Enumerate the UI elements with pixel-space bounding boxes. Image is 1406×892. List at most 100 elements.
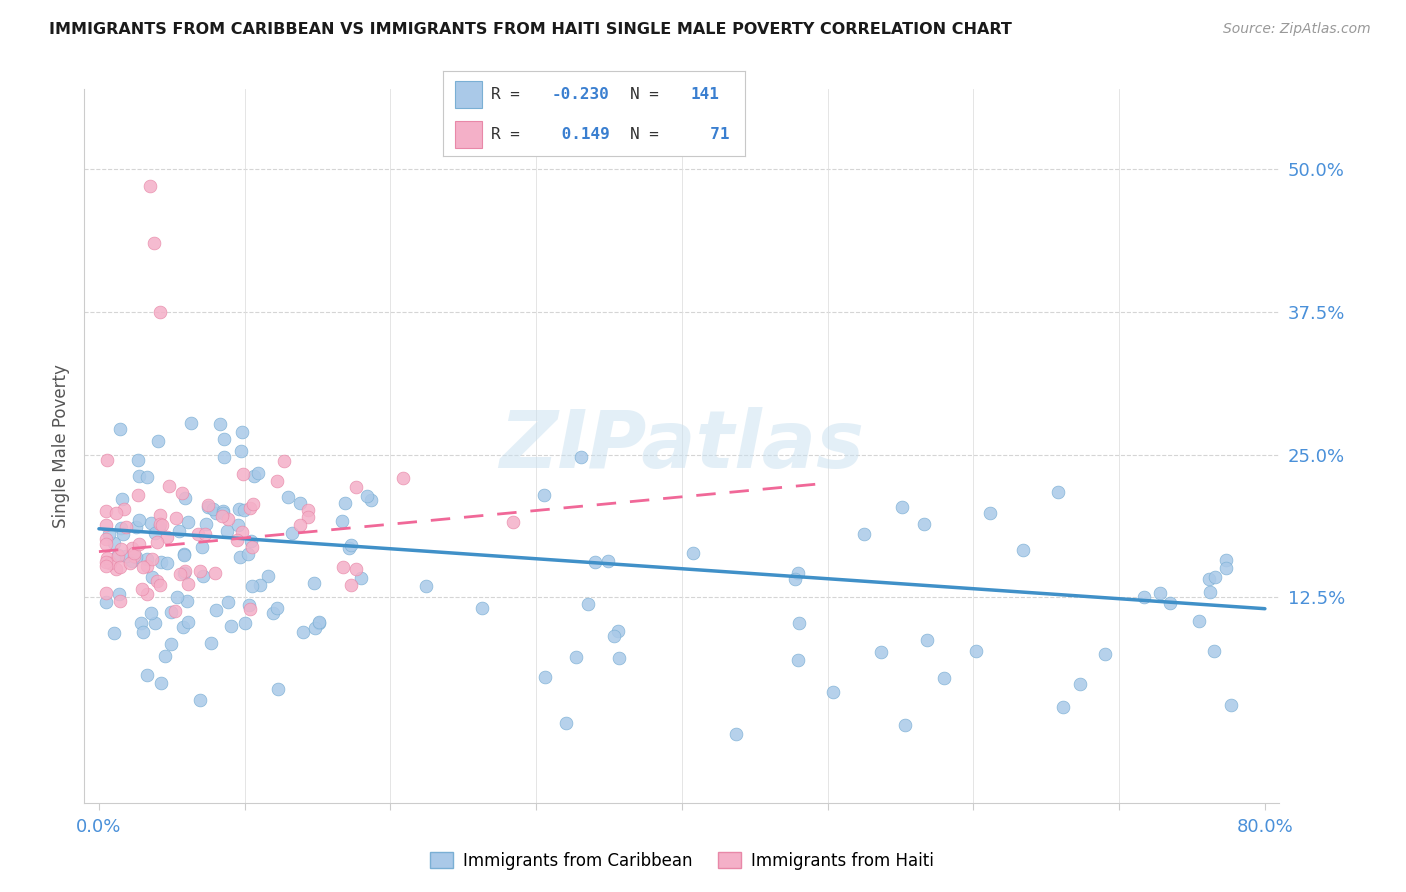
Point <box>217 512 239 526</box>
Point <box>1052 699 1074 714</box>
Point <box>1219 698 1241 713</box>
Point <box>240 534 263 549</box>
Point <box>232 467 254 481</box>
Point <box>96 537 118 551</box>
Point <box>195 517 218 532</box>
Point <box>1133 591 1156 605</box>
Point <box>173 549 195 563</box>
Text: N =: N = <box>630 87 669 102</box>
Point <box>135 667 157 681</box>
Point <box>172 620 194 634</box>
Point <box>308 616 330 631</box>
Point <box>1215 552 1237 566</box>
Point <box>191 541 214 555</box>
Point <box>204 603 226 617</box>
Point <box>219 618 242 632</box>
Point <box>533 488 555 502</box>
Point <box>979 506 1001 520</box>
Point <box>233 616 256 631</box>
Point <box>249 578 271 592</box>
Point <box>332 560 354 574</box>
Point <box>682 546 704 560</box>
Point <box>157 479 180 493</box>
Point <box>121 541 143 556</box>
Point <box>229 549 252 564</box>
Point <box>136 552 159 566</box>
Point <box>129 615 152 630</box>
Point <box>173 491 195 506</box>
Point <box>1204 570 1226 584</box>
Point <box>247 467 270 481</box>
Point <box>330 514 353 528</box>
Point <box>337 541 360 555</box>
Text: R =: R = <box>491 87 530 102</box>
Point <box>231 524 253 539</box>
Point <box>160 605 183 619</box>
Point <box>96 550 118 565</box>
Point <box>173 547 195 561</box>
Point <box>356 490 378 504</box>
Point <box>603 629 626 643</box>
Point <box>231 425 253 440</box>
Point <box>176 615 198 630</box>
Point <box>239 501 262 516</box>
Point <box>392 471 415 485</box>
Point <box>104 562 127 576</box>
Point <box>190 564 212 578</box>
Point <box>415 579 437 593</box>
Text: R =: R = <box>491 127 530 142</box>
Point <box>98 556 121 570</box>
Point <box>114 520 136 534</box>
Point <box>191 568 214 582</box>
Point <box>1012 543 1035 558</box>
Point <box>266 475 288 489</box>
Point <box>1204 644 1226 658</box>
Text: ZIPatlas: ZIPatlas <box>499 407 865 485</box>
Point <box>155 649 177 664</box>
Point <box>208 417 231 431</box>
Point <box>212 506 235 520</box>
Point <box>243 468 266 483</box>
Point <box>555 716 578 731</box>
Point <box>128 513 150 527</box>
Point <box>217 524 239 538</box>
Point <box>166 590 188 604</box>
Point <box>121 554 143 568</box>
Point <box>96 518 118 533</box>
Bar <box>456 120 482 147</box>
Point <box>173 566 195 580</box>
Point <box>564 650 586 665</box>
Point <box>211 509 233 524</box>
Point <box>107 549 129 563</box>
Point <box>156 530 179 544</box>
Point <box>111 491 134 506</box>
Text: -0.230: -0.230 <box>551 87 609 102</box>
Point <box>115 549 138 564</box>
Point <box>156 556 179 570</box>
Point <box>103 536 125 550</box>
Point <box>139 607 162 621</box>
Point <box>266 681 288 696</box>
Point <box>150 555 173 569</box>
Point <box>1198 572 1220 586</box>
Point <box>108 422 131 436</box>
Point <box>167 524 190 539</box>
Point <box>257 569 280 583</box>
Point <box>148 519 170 533</box>
Point <box>894 718 917 732</box>
Point <box>135 587 157 601</box>
Point <box>789 616 811 631</box>
Point <box>132 560 155 574</box>
Point <box>143 616 166 631</box>
Point <box>141 570 163 584</box>
Point <box>110 542 132 557</box>
Point <box>212 504 235 518</box>
Point <box>197 498 219 512</box>
Point <box>502 515 524 529</box>
Point <box>785 572 807 586</box>
Point <box>187 527 209 541</box>
Point <box>128 469 150 483</box>
Legend: Immigrants from Caribbean, Immigrants from Haiti: Immigrants from Caribbean, Immigrants fr… <box>423 846 941 877</box>
Point <box>112 527 135 541</box>
Point <box>212 450 235 464</box>
